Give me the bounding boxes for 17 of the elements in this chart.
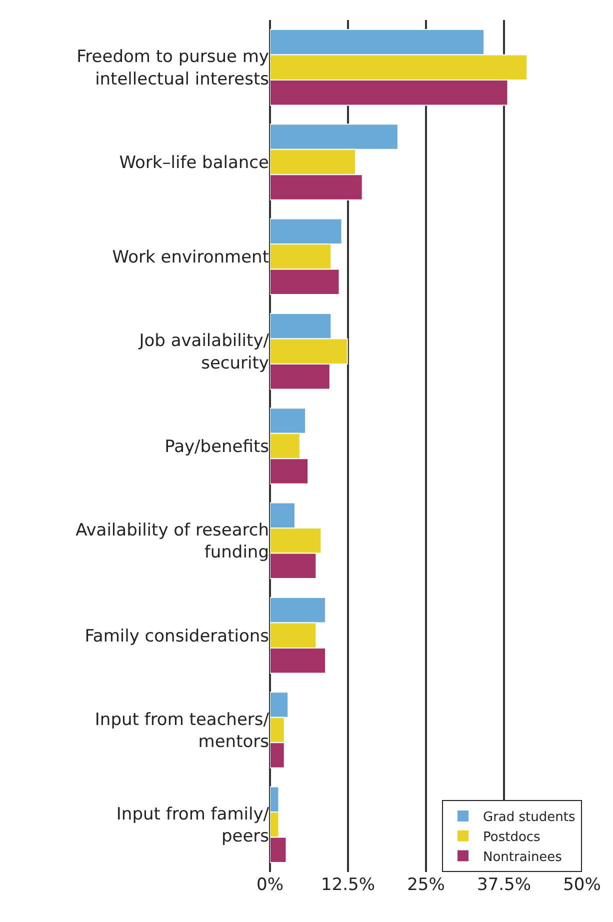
legend-label: Postdocs — [483, 830, 541, 845]
y-tick-label: Work environment — [112, 248, 270, 268]
y-tick-label: Family considerations — [84, 626, 270, 646]
y-tick-label: Input from teachers/ mentors — [94, 710, 270, 752]
y-tick-label: Job availability/ security — [138, 331, 270, 374]
y-tick-label: Freedom to pursue my intellectual interests — [76, 47, 270, 90]
y-tick-label: Work–life balance — [119, 152, 269, 173]
y-tick-label: Pay/benefits — [164, 436, 270, 457]
x-tick-label: 50% — [563, 875, 601, 895]
legend-label: Nontrainees — [483, 850, 562, 865]
legend-label: Grad students — [483, 810, 576, 826]
y-tick-label: Availability of research funding — [76, 520, 269, 563]
x-tick-label: 25% — [407, 875, 445, 895]
x-tick-label: 37.5% — [476, 875, 532, 895]
x-tick-label: 12.5% — [320, 875, 376, 895]
x-tick-label: 0% — [256, 875, 284, 895]
y-tick-label: Input from family/ peers — [116, 804, 270, 847]
